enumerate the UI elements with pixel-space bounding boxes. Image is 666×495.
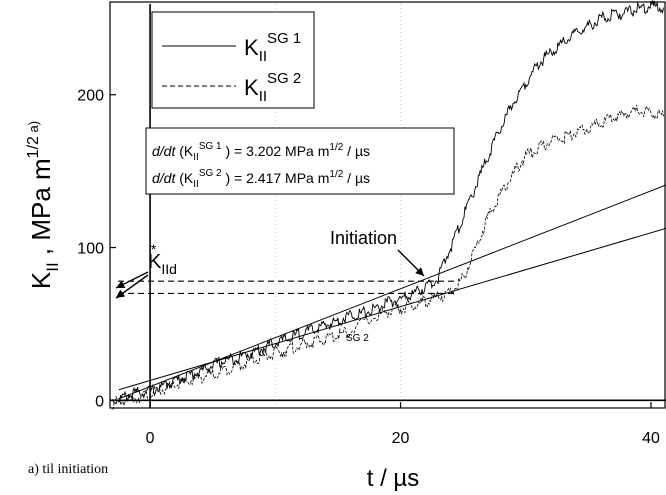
axes: [110, 4, 666, 408]
initiation-label: Initiation: [330, 228, 397, 248]
threshold-lines: [118, 280, 457, 294]
fit-line-1: [118, 184, 666, 400]
fit-lines: [118, 184, 666, 400]
kiid-arrow-2: [115, 274, 149, 299]
series: [112, 0, 664, 410]
legend-label-2: KIISG 2: [244, 70, 301, 105]
annotations: KIId* Initiation SG 2: [115, 228, 425, 344]
series-line-sg-1: [112, 0, 664, 405]
x-tick-label: 40: [642, 430, 660, 447]
plot-border: [109, 1, 666, 409]
figure-caption: a) til initiation: [28, 462, 109, 477]
x-tick-label: 0: [146, 430, 155, 447]
rate-annotation-2: d/dt (KIISG 2 ) = 2.417 MPa m1/2 / µs: [152, 168, 370, 190]
initiation-arrow: [397, 249, 425, 277]
y-tick-label: 200: [77, 88, 104, 105]
x-axis-label: t / µs: [367, 465, 420, 492]
kiid-arrow-1: [115, 271, 149, 289]
rate-box: d/dt (KIISG 1 ) = 3.202 MPa m1/2 / µs d/d…: [145, 127, 455, 195]
plot-frame: [109, 1, 666, 409]
kiid-label: KIId*: [148, 241, 177, 277]
legend-box: [151, 11, 315, 109]
rate-box-frame: [145, 127, 455, 195]
y-axis-label: KII , MPa m1/2 a): [25, 121, 62, 289]
y-tick-label: 100: [77, 241, 104, 258]
ticks: 0 20 40 0 100 200: [77, 88, 660, 447]
series-line-sg-2: [112, 104, 664, 410]
sg2-fit-label: SG 2: [346, 333, 369, 344]
legend-label-1: KIISG 1: [244, 30, 301, 65]
legend: KIISG 1 KIISG 2: [151, 11, 315, 109]
rate-annotation-1: d/dt (KIISG 1 ) = 3.202 MPa m1/2 / µs: [152, 141, 370, 163]
y-tick-label: 0: [95, 393, 104, 410]
grid: [274, 4, 401, 408]
x-tick-label: 20: [392, 430, 410, 447]
labels: t / µs KII , MPa m1/2 a): [25, 121, 419, 492]
